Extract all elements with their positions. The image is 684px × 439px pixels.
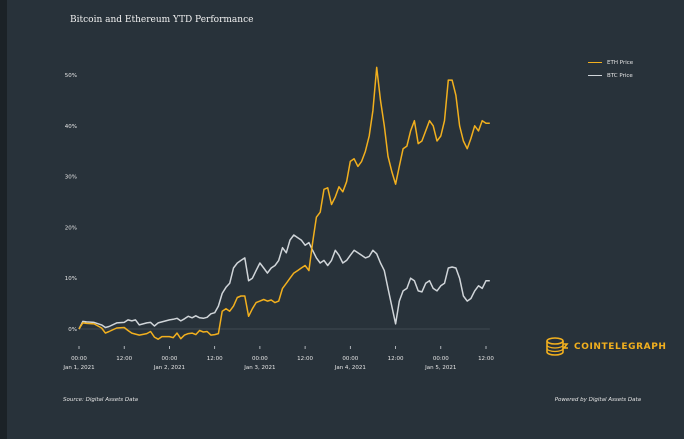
y-tick-label: 30% <box>65 175 77 181</box>
left-edge <box>0 0 7 439</box>
source-note: Source: Digital Assets Data <box>63 397 138 403</box>
series-layer <box>78 66 490 340</box>
x-tick-date-label: Jan 1, 2021 <box>62 365 94 371</box>
legend-swatch-eth <box>588 62 602 63</box>
x-tick-label: 12:00 <box>297 356 313 362</box>
x-tick-date-label: Jan 4, 2021 <box>334 365 366 371</box>
powered-by-note: Powered by Digital Assets Data <box>554 397 641 403</box>
x-tick-label: 12:00 <box>207 356 223 362</box>
x-tick-label: 00:00 <box>252 356 268 362</box>
coin-stack-icon <box>546 337 569 356</box>
y-tick-label: 0% <box>68 327 77 333</box>
y-tick-label: 20% <box>65 225 77 231</box>
legend-swatch-btc <box>588 75 602 76</box>
x-tick-label: 12:00 <box>116 356 132 362</box>
x-tick-label: 00:00 <box>342 356 358 362</box>
series-line-btc-price <box>78 234 490 330</box>
x-tick-date-label: Jan 2, 2021 <box>153 365 185 371</box>
y-tick-label: 50% <box>65 73 77 79</box>
legend-label-btc: BTC Price <box>607 72 633 79</box>
x-tick-label: 00:00 <box>162 356 178 362</box>
y-tick-label: 10% <box>65 276 77 282</box>
x-tick-date-label: Jan 5, 2021 <box>424 365 456 371</box>
y-tick-label: 40% <box>65 124 77 130</box>
legend: ETH Price BTC Price <box>588 56 633 82</box>
logo-text: COINTELEGRAPH <box>574 342 667 352</box>
x-tick-label: 00:00 <box>433 356 449 362</box>
x-tick-label: 12:00 <box>478 356 494 362</box>
x-tick-date-label: Jan 3, 2021 <box>243 365 275 371</box>
cointelegraph-logo: COINTELEGRAPH <box>544 334 667 360</box>
x-tick-label: 12:00 <box>388 356 404 362</box>
legend-label-eth: ETH Price <box>607 59 634 66</box>
chart-panel <box>7 0 684 439</box>
x-tick-label: 00:00 <box>71 356 87 362</box>
series-line-eth-price <box>78 66 490 340</box>
x-axis: 00:00 Jan 1, 2021 12:00 00:00 Jan 2, 2021 12:… <box>62 346 494 371</box>
y-axis: 0% 10% 20% 30% 40% 50% <box>65 73 77 333</box>
legend-item-btc: BTC Price <box>588 69 633 82</box>
legend-item-eth: ETH Price <box>588 56 633 69</box>
chart-title: Bitcoin and Ethereum YTD Performance <box>70 15 254 25</box>
